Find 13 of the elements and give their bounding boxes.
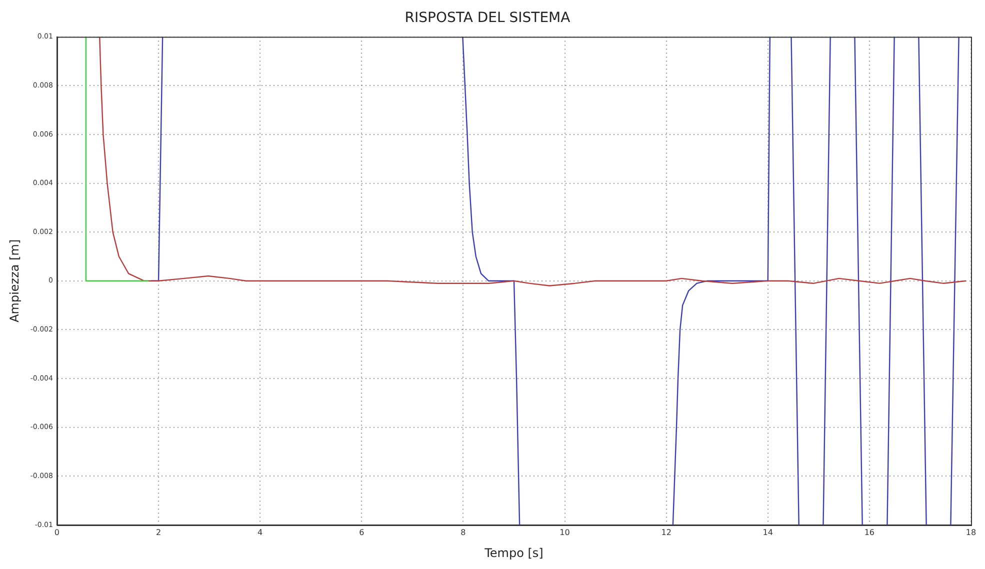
x-tick-label: 10 xyxy=(560,528,570,537)
x-tick-label: 2 xyxy=(156,528,162,537)
x-tick-label: 6 xyxy=(359,528,364,537)
chart-title: RISPOSTA DEL SISTEMA xyxy=(404,10,571,26)
x-tick-label: 16 xyxy=(864,528,875,537)
x-tick-label: 18 xyxy=(966,528,976,537)
x-tick-label: 14 xyxy=(762,528,773,537)
x-tick-label: 8 xyxy=(460,528,466,537)
x-tick-label: 4 xyxy=(258,528,263,537)
y-axis-title: Ampiezza [m] xyxy=(7,239,22,322)
x-tick-label: 12 xyxy=(661,528,672,537)
x-tick-label: 0 xyxy=(54,528,60,537)
x-axis-title: Tempo [s] xyxy=(484,546,544,560)
